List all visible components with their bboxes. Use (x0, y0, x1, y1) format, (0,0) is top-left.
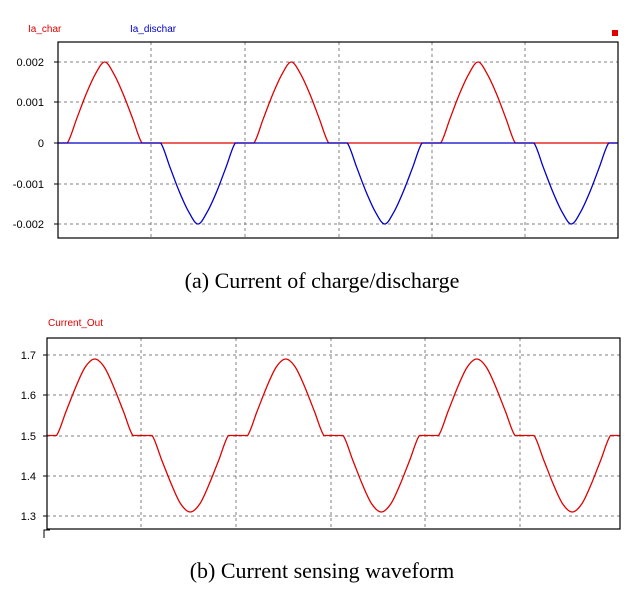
chart-b-y-ticks: 1.7 1.6 1.5 1.4 1.3 (21, 350, 47, 523)
chart-b-ytick-label-2: 1.5 (21, 431, 36, 443)
chart-b-ytick-label-0: 1.7 (21, 350, 36, 362)
chart-a-grid (58, 42, 618, 238)
series-ia-dischar (58, 142, 618, 225)
corner-marker (612, 30, 618, 36)
chart-a-series (58, 61, 618, 225)
series-current-out (47, 358, 620, 513)
chart-a-ytick-label-3: -0.001 (13, 179, 44, 191)
chart-b-grid (47, 338, 620, 529)
legend-ia-char: Ia_char (28, 24, 62, 35)
caption-b: (b) Current sensing waveform (190, 558, 455, 583)
chart-b-ytick-label-1: 1.6 (21, 390, 36, 402)
legend-ia-dischar: Ia_dischar (130, 24, 177, 35)
chart-b-origin-mark (43, 529, 50, 538)
chart-b-frame (46, 337, 621, 530)
chart-a: Ia_char Ia_dischar 0.002 0.001 0 -0.001 -0.0… (13, 24, 619, 239)
chart-a-ytick-label-1: 0.001 (16, 97, 44, 109)
chart-a-y-ticks: 0.002 0.001 0 -0.001 -0.002 (13, 57, 58, 231)
chart-a-ytick-label-2: 0 (38, 138, 44, 150)
chart-b-ytick-label-4: 1.3 (21, 511, 36, 523)
chart-b-ytick-label-3: 1.4 (21, 471, 36, 483)
legend-current-out: Current_Out (48, 318, 103, 329)
caption-a: (a) Current of charge/discharge (185, 268, 460, 293)
series-ia-char (58, 61, 618, 144)
chart-a-ytick-label-0: 0.002 (16, 57, 44, 69)
chart-a-ytick-label-4: -0.002 (13, 219, 44, 231)
chart-b: Current_Out 1.7 1.6 1.5 1.4 1.3 (21, 318, 621, 538)
chart-a-frame (57, 41, 619, 239)
chart-b-series (47, 358, 620, 513)
